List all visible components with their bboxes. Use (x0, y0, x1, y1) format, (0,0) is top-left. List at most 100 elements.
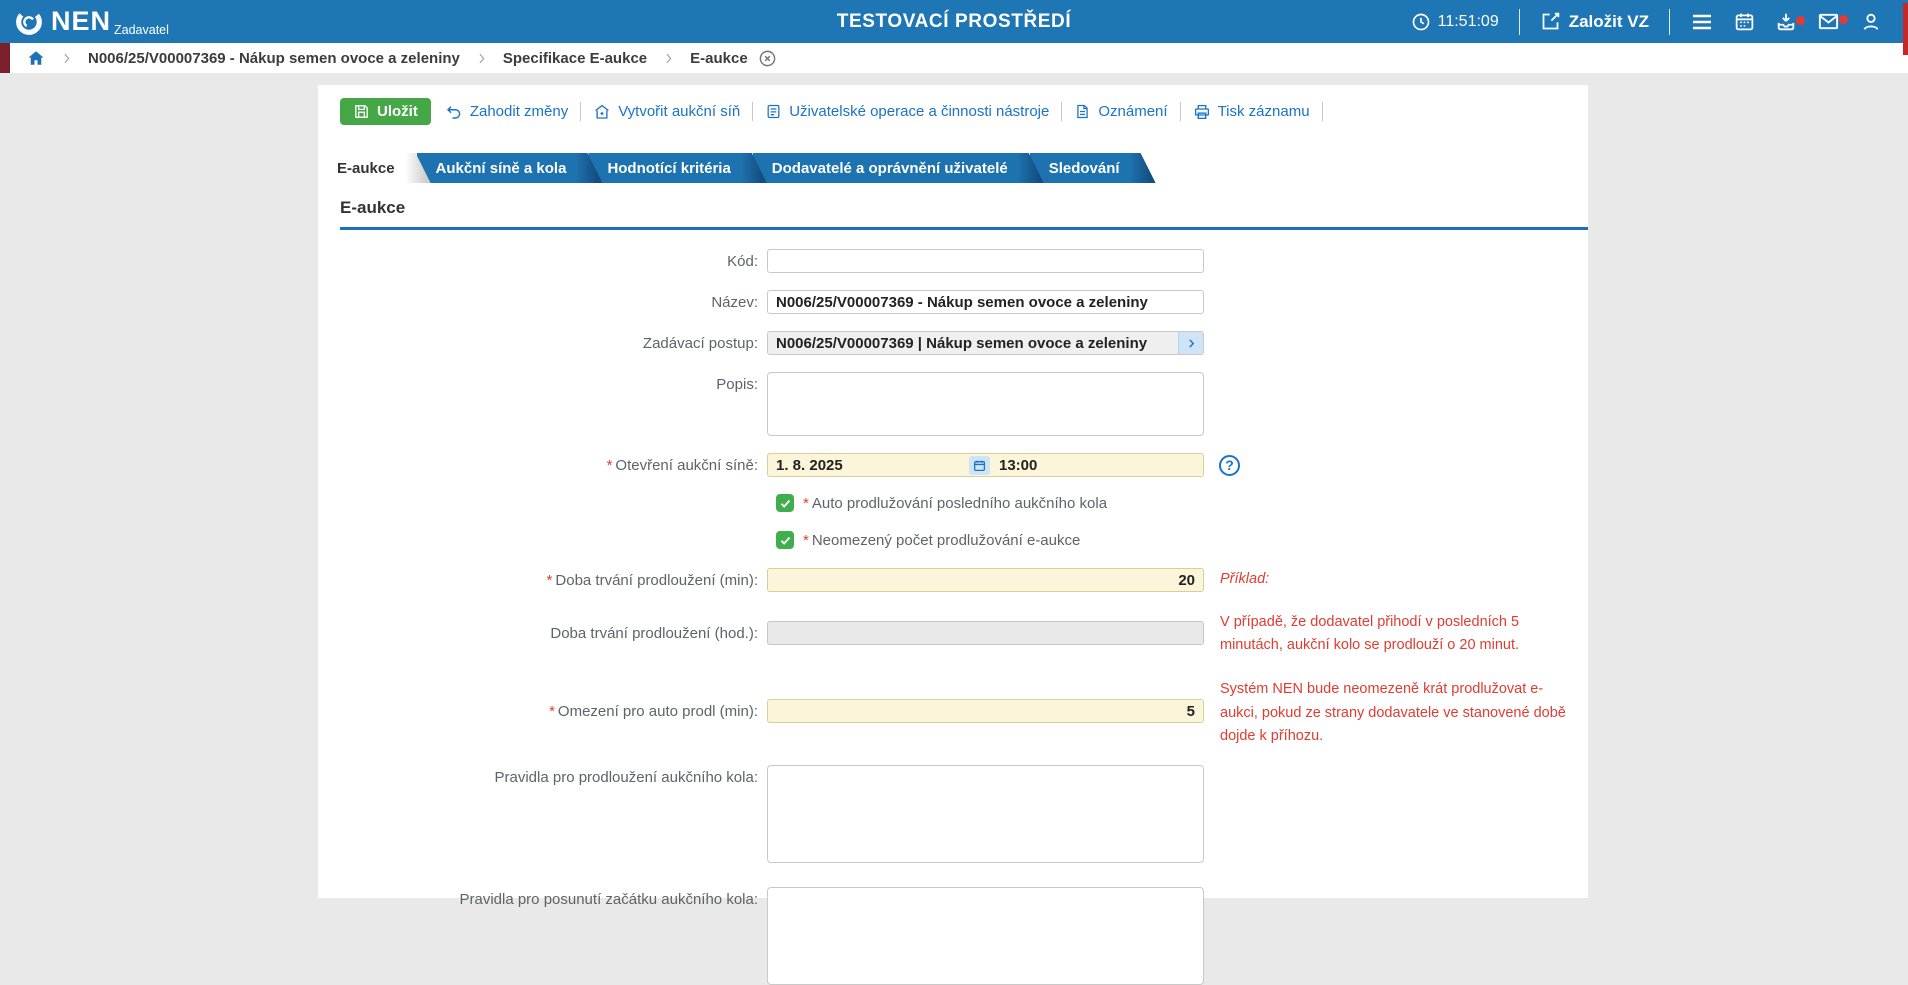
scrollbar-thumb[interactable] (1903, 3, 1908, 55)
logo-subtitle: Zadavatel (114, 22, 169, 37)
zadavaci-postup-label: Zadávací postup: (642, 334, 758, 352)
downloads-button[interactable] (1765, 11, 1807, 33)
breadcrumb: N006/25/V00007369 - Nákup semen ovoce a … (0, 43, 1908, 73)
create-auction-room-link[interactable]: Vytvořit aukční síň (593, 103, 740, 121)
tab-hodnotici-kriteria[interactable]: Hodnotící kritéria (588, 153, 766, 183)
nazev-input[interactable] (767, 290, 1204, 314)
print-record-link[interactable]: Tisk záznamu (1193, 103, 1310, 121)
messages-button[interactable] (1807, 10, 1850, 33)
hint-priklad: Příklad: (1220, 571, 1270, 588)
nen-logo-icon (16, 8, 42, 35)
breadcrumb-item-current[interactable]: E-aukce (690, 49, 748, 67)
messages-notification-badge (1839, 15, 1848, 24)
discard-changes-link[interactable]: Zahodit změny (445, 103, 568, 121)
checkmark-icon (780, 499, 790, 508)
tab-aukcni-sine-a-kola[interactable]: Aukční síně a kola (417, 153, 603, 183)
doba-min-input[interactable] (767, 568, 1204, 592)
zadavaci-postup-field[interactable]: N006/25/V00007369 | Nákup semen ovoce a … (767, 331, 1204, 355)
undo-icon (446, 105, 461, 119)
auto-prodluzovani-checkbox[interactable] (776, 494, 794, 512)
form-row-zadavaci-postup: Zadávací postup: N006/25/V00007369 | Nák… (318, 331, 1588, 355)
neomezeny-pocet-checkbox[interactable] (776, 531, 794, 549)
pravidla-posunuti-textarea[interactable] (767, 886, 1204, 985)
menu-button[interactable] (1680, 10, 1724, 34)
zadavaci-postup-value: N006/25/V00007369 | Nákup semen ovoce a … (776, 334, 1148, 352)
required-asterisk: * (803, 494, 809, 512)
omezeni-label: * Omezení pro auto prodl (min): (549, 702, 758, 720)
tab-label: Hodnotící kritéria (607, 159, 731, 177)
record-toolbar: Uložit Zahodit změny Vytvořit aukční síň… (318, 85, 1588, 138)
chevron-right-icon (1188, 338, 1194, 348)
printer-icon (1194, 104, 1209, 119)
user-operations-label: Uživatelské operace a činnosti nástroje (789, 103, 1050, 120)
pravidla-prodlouzeni-textarea[interactable] (767, 764, 1204, 863)
record-tabs: E-aukce Aukční síně a kola Hodnotící kri… (318, 153, 1588, 183)
header-divider (1518, 8, 1520, 35)
neomezeny-pocet-label: Neomezený počet prodlužování e-aukce (811, 531, 1081, 549)
form-row-pravidla-posunuti: Pravidla pro posunutí začátku aukčního k… (318, 886, 1588, 985)
hint-unlimited-extension: Systém NEN bude neomezeně krát prodlužov… (1220, 681, 1566, 744)
calendar-icon (1735, 13, 1754, 31)
section-title: E-aukce (340, 198, 406, 217)
required-asterisk: * (546, 571, 553, 589)
kod-label: Kód: (727, 252, 758, 270)
date-picker-button[interactable] (969, 455, 990, 475)
breadcrumb-item-specification[interactable]: Specifikace E-aukce (502, 49, 648, 67)
doba-min-label: * Doba trvání prodloužení (min): (546, 571, 758, 589)
required-asterisk: * (606, 456, 613, 474)
tab-label: Dodavatelé a oprávnění uživatelé (771, 159, 1008, 177)
required-asterisk: * (549, 702, 555, 720)
section-header: E-aukce (340, 183, 1588, 230)
help-icon[interactable]: ? (1219, 454, 1240, 476)
toolbar-divider (752, 102, 754, 121)
header-time: 11:51:09 (1437, 12, 1499, 30)
chevron-right-icon (64, 53, 70, 63)
otevreni-date-value[interactable]: 1. 8. 2025 (776, 456, 843, 474)
omezeni-input[interactable] (767, 699, 1204, 724)
notices-link[interactable]: Oznámení (1074, 103, 1168, 120)
pravidla-posunuti-label: Pravidla pro posunutí začátku aukčního k… (459, 890, 758, 908)
form-row-otevreni: * Otevření aukční síně: 1. 8. 2025 13:00 … (318, 453, 1588, 477)
downloads-notification-badge (1796, 15, 1805, 25)
tab-sledovani[interactable]: Sledování (1030, 153, 1156, 183)
user-profile-button[interactable] (1850, 11, 1892, 33)
discard-changes-label: Zahodit změny (469, 103, 569, 120)
close-circle-icon (759, 50, 776, 66)
form-row-neomezeny-pocet: * Neomezený počet prodlužování e-aukce (776, 531, 1588, 549)
e-aukce-form: Kód: Název: Zadávací postup: N006/25/V00… (318, 230, 1588, 985)
otevreni-time-value[interactable]: 13:00 (999, 456, 1038, 474)
create-vz-button[interactable]: Založit VZ (1530, 11, 1659, 32)
checkmark-icon (780, 536, 790, 545)
toolbar-divider (1321, 102, 1323, 121)
doba-hod-label: Doba trvání prodloužení (hod.): (550, 624, 758, 642)
logo-text: NEN (51, 6, 112, 36)
form-row-omezeni: *Omezení pro auto prodl (min): Systém NE… (318, 674, 1588, 748)
tab-dodavatele-a-opravneni-uzivatele[interactable]: Dodavatelé a oprávnění uživatelé (753, 153, 1044, 183)
edit-icon (1542, 12, 1559, 30)
print-record-label: Tisk záznamu (1217, 103, 1310, 120)
calendar-button[interactable] (1724, 11, 1765, 32)
environment-title: TESTOVACÍ PROSTŘEDÍ (836, 10, 1072, 32)
open-procedure-button[interactable] (1178, 332, 1203, 354)
tab-e-aukce[interactable]: E-aukce (318, 153, 431, 183)
save-button[interactable]: Uložit (340, 98, 431, 125)
nen-logo[interactable]: NEN Zadavatel (14, 7, 169, 37)
home-icon[interactable] (27, 49, 45, 67)
toolbar-divider (580, 102, 582, 121)
form-row-doba-min: *Doba trvání prodloužení (min): Příklad: (318, 568, 1588, 592)
user-operations-link[interactable]: Uživatelské operace a činnosti nástroje (765, 103, 1049, 120)
form-row-kod: Kód: (318, 249, 1588, 273)
chevron-right-icon (479, 53, 485, 63)
nazev-label: Název: (711, 293, 758, 311)
otevreni-datetime-field[interactable]: 1. 8. 2025 13:00 (767, 453, 1204, 477)
close-breadcrumb-button[interactable] (758, 49, 777, 68)
main-panel: Uložit Zahodit změny Vytvořit aukční síň… (318, 85, 1588, 985)
form-row-auto-prodluzovani: * Auto prodlužování posledního aukčního … (776, 494, 1588, 512)
popis-textarea[interactable] (767, 372, 1204, 436)
create-auction-room-label: Vytvořit aukční síň (618, 103, 741, 120)
doba-hod-input (767, 621, 1204, 646)
breadcrumb-item-procedure[interactable]: N006/25/V00007369 - Nákup semen ovoce a … (88, 49, 460, 67)
kod-input[interactable] (767, 249, 1204, 273)
form-row-nazev: Název: (318, 290, 1588, 314)
form-row-doba-hod: Doba trvání prodloužení (hod.): V případ… (318, 609, 1588, 657)
